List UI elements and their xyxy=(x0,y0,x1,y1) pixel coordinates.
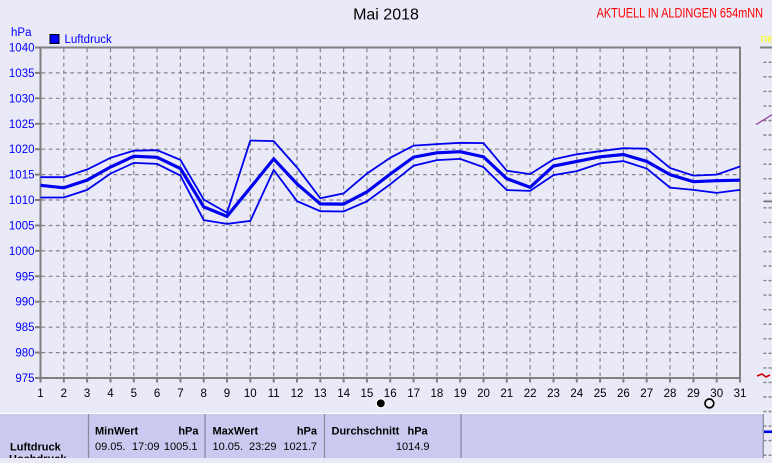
svg-text:MinWert: MinWert xyxy=(95,426,139,438)
svg-text:11: 11 xyxy=(268,388,280,400)
svg-text:30: 30 xyxy=(710,388,723,400)
svg-text:16: 16 xyxy=(384,388,397,400)
svg-text:Luftdruck: Luftdruck xyxy=(10,442,62,454)
svg-text:1010: 1010 xyxy=(9,195,35,207)
svg-text:13: 13 xyxy=(314,388,327,400)
svg-text:AKTUELL IN ALDINGEN 654mNN: AKTUELL IN ALDINGEN 654mNN xyxy=(597,5,763,21)
svg-text:22: 22 xyxy=(524,388,537,400)
svg-text:25: 25 xyxy=(594,388,607,400)
svg-text:20: 20 xyxy=(477,388,490,400)
svg-text:17:09: 17:09 xyxy=(132,441,160,453)
svg-text:09.05.: 09.05. xyxy=(95,441,126,453)
svg-text:26: 26 xyxy=(617,388,630,400)
svg-text:21: 21 xyxy=(500,388,513,400)
svg-text:Hochdruck: Hochdruck xyxy=(9,454,67,459)
svg-text:1014.9: 1014.9 xyxy=(396,441,430,453)
svg-text:31: 31 xyxy=(734,388,747,400)
svg-text:23:29: 23:29 xyxy=(249,441,277,453)
svg-text:hPa: hPa xyxy=(408,426,429,438)
svg-text:1015: 1015 xyxy=(9,170,35,182)
svg-text:1: 1 xyxy=(37,388,43,400)
svg-text:23: 23 xyxy=(547,388,560,400)
svg-text:1021.7: 1021.7 xyxy=(283,441,317,453)
svg-text:995: 995 xyxy=(15,271,34,283)
svg-text:28: 28 xyxy=(664,388,677,400)
svg-text:985: 985 xyxy=(15,322,34,334)
svg-text:Mai 2018: Mai 2018 xyxy=(353,7,419,24)
svg-text:4: 4 xyxy=(107,388,114,400)
svg-text:neu: neu xyxy=(761,32,772,46)
svg-text:1035: 1035 xyxy=(9,68,35,80)
svg-text:19: 19 xyxy=(454,388,467,400)
svg-text:Luftdruck: Luftdruck xyxy=(65,34,113,46)
svg-text:8: 8 xyxy=(200,388,206,400)
svg-text:29: 29 xyxy=(687,388,700,400)
svg-text:6: 6 xyxy=(154,388,160,400)
svg-text:10.05.: 10.05. xyxy=(213,441,244,453)
svg-text:17: 17 xyxy=(407,388,420,400)
svg-text:27: 27 xyxy=(640,388,653,400)
svg-text:10: 10 xyxy=(244,388,257,400)
svg-text:5: 5 xyxy=(131,388,137,400)
svg-text:1000: 1000 xyxy=(9,246,35,258)
svg-text:1040: 1040 xyxy=(9,43,35,55)
svg-text:hPa: hPa xyxy=(297,426,318,438)
svg-text:1020: 1020 xyxy=(9,144,35,156)
svg-text:3: 3 xyxy=(84,388,90,400)
svg-text:1005.1: 1005.1 xyxy=(164,441,198,453)
svg-text:MaxWert: MaxWert xyxy=(213,426,259,438)
svg-text:18: 18 xyxy=(431,388,444,400)
svg-text:24: 24 xyxy=(570,388,583,400)
svg-text:1030: 1030 xyxy=(9,93,35,105)
svg-text:14: 14 xyxy=(337,388,350,400)
svg-text:1005: 1005 xyxy=(9,221,35,233)
svg-text:Durchschnitt: Durchschnitt xyxy=(332,426,400,438)
svg-text:975: 975 xyxy=(15,373,34,385)
svg-text:7: 7 xyxy=(177,388,183,400)
svg-text:990: 990 xyxy=(15,297,34,309)
svg-text:hPa: hPa xyxy=(178,426,199,438)
svg-text:15: 15 xyxy=(361,388,374,400)
svg-text:9: 9 xyxy=(224,388,230,400)
svg-text:hPa: hPa xyxy=(11,27,32,39)
svg-text:2: 2 xyxy=(61,388,67,400)
svg-text:12: 12 xyxy=(291,388,304,400)
svg-text:980: 980 xyxy=(15,348,34,360)
svg-text:1025: 1025 xyxy=(9,119,35,131)
